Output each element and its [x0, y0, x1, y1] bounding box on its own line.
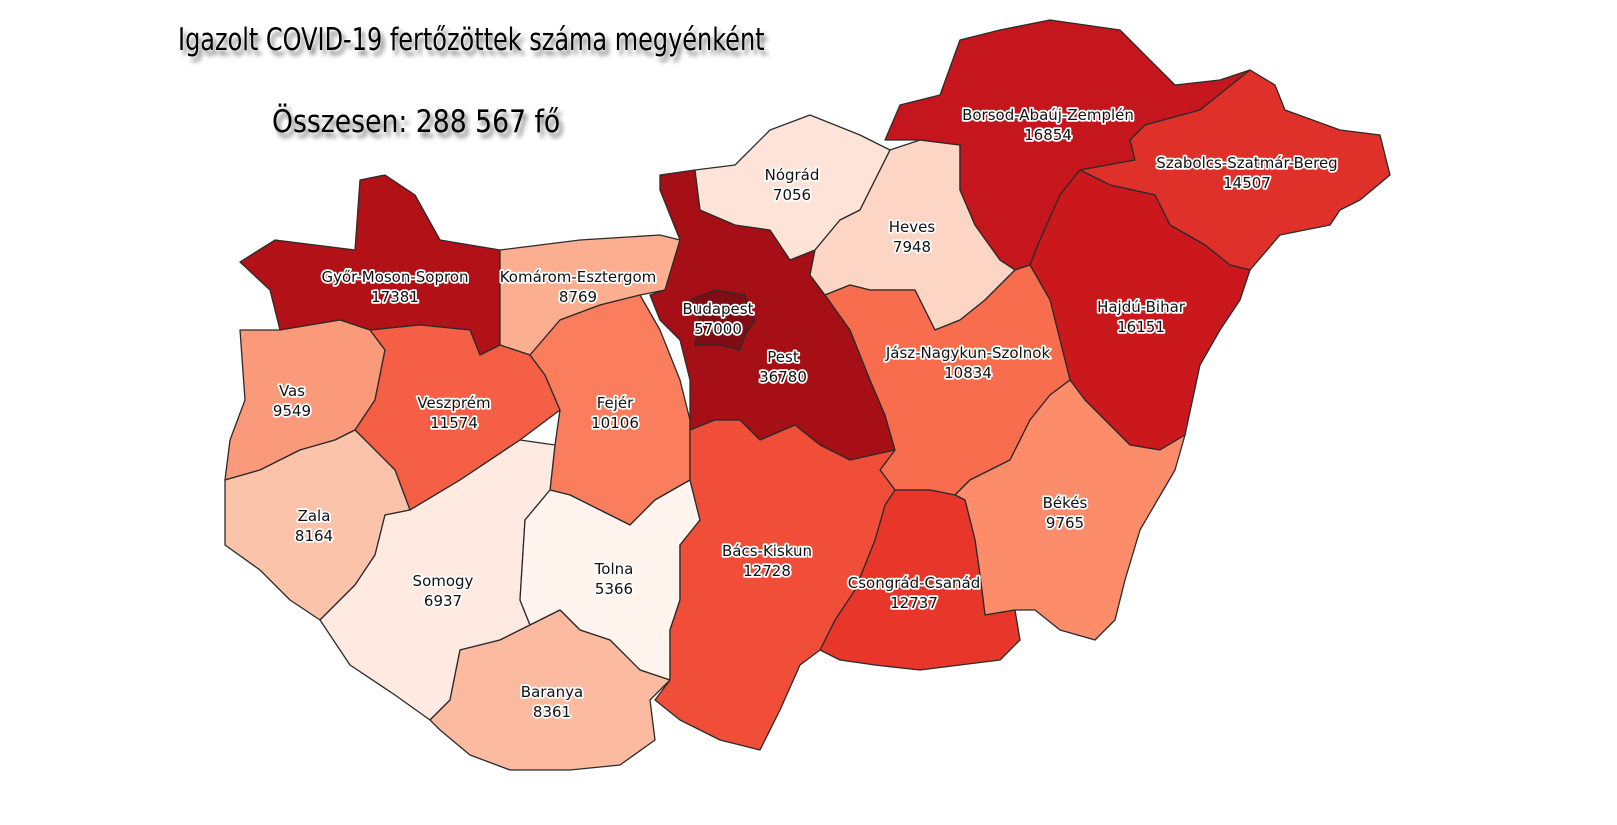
county-value-label: 11574	[430, 414, 478, 432]
county-name-label: Fejér	[597, 394, 634, 412]
county-value-label: 10106	[591, 414, 639, 432]
county-value-label: 16854	[1024, 126, 1072, 144]
county-name-label: Békés	[1043, 494, 1088, 512]
county-name-label: Budapest	[683, 300, 754, 318]
county-budapest	[689, 289, 756, 351]
county-value-label: 10834	[944, 364, 992, 382]
county-name-label: Szabolcs-Szatmár-Bereg	[1156, 154, 1337, 172]
county-baranya	[429, 609, 671, 771]
county-gyor-moson-sopron	[239, 174, 501, 356]
county-name-label: Komárom-Esztergom	[500, 268, 657, 286]
county-value-label: 8164	[295, 527, 333, 545]
county-name-label: Nógrád	[765, 166, 820, 184]
county-value-label: 5366	[595, 580, 633, 598]
county-bacs-kiskun	[654, 419, 896, 751]
county-name-label: Vas	[279, 382, 305, 400]
total-count: Összesen: 288 567 fő	[272, 104, 561, 140]
county-name-label: Heves	[889, 218, 936, 236]
map-title: Igazolt COVID-19 fertőzöttek száma megyé…	[178, 22, 765, 58]
county-name-label: Jász-Nagykun-Szolnok	[885, 344, 1051, 362]
county-name-label: Veszprém	[417, 394, 490, 412]
county-name-label: Baranya	[521, 683, 583, 701]
county-name-label: Tolna	[594, 560, 634, 578]
county-value-label: 9765	[1046, 514, 1084, 532]
county-value-label: 8769	[559, 288, 597, 306]
county-veszprem	[354, 324, 561, 511]
county-value-label: 17381	[371, 288, 419, 306]
county-name-label: Borsod-Abaúj-Zemplén	[962, 106, 1134, 124]
county-value-label: 6937	[424, 592, 462, 610]
county-value-label: 14507	[1223, 174, 1271, 192]
county-value-label: 36780	[759, 368, 807, 386]
county-name-label: Somogy	[413, 572, 474, 590]
county-value-label: 7056	[773, 186, 811, 204]
county-value-label: 8361	[533, 703, 571, 721]
county-name-label: Hajdú-Bihar	[1097, 298, 1186, 316]
county-name-label: Győr-Moson-Sopron	[321, 268, 468, 286]
county-value-label: 7948	[893, 238, 931, 256]
county-value-label: 57000	[694, 320, 742, 338]
county-name-label: Csongrád-Csanád	[848, 574, 981, 592]
county-name-label: Bács-Kiskun	[722, 542, 812, 560]
county-value-label: 9549	[273, 402, 311, 420]
county-bekes	[954, 379, 1186, 641]
county-name-label: Zala	[298, 507, 331, 525]
county-name-label: Pest	[767, 348, 799, 366]
county-value-label: 16151	[1117, 318, 1165, 336]
county-value-label: 12728	[743, 562, 791, 580]
county-value-label: 12737	[890, 594, 938, 612]
